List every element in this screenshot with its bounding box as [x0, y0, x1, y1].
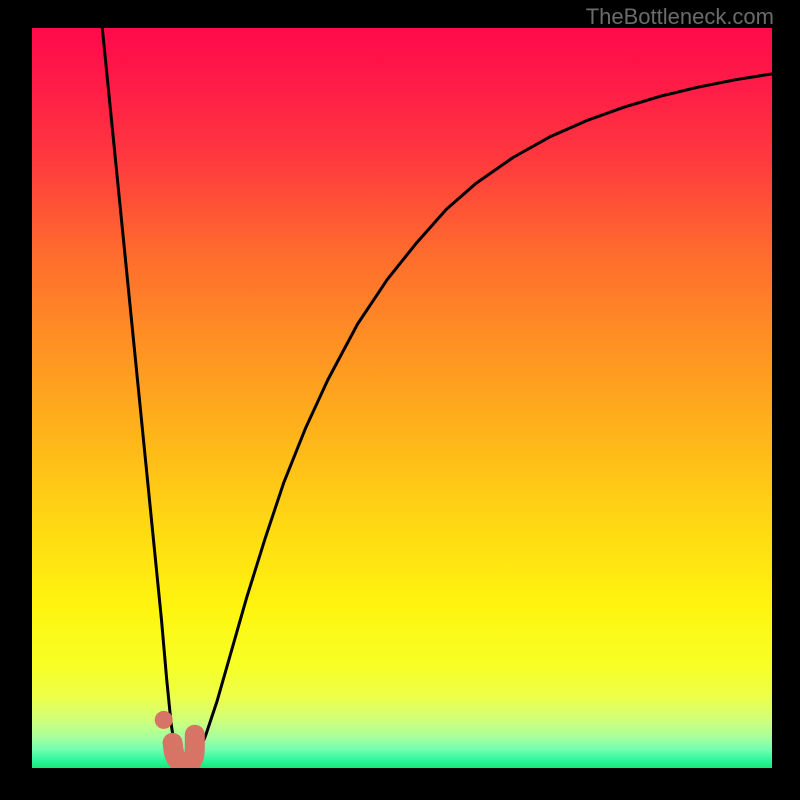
- watermark-text: TheBottleneck.com: [586, 4, 774, 30]
- chart-container: TheBottleneck.com: [0, 0, 800, 800]
- j-marker: [173, 735, 195, 763]
- chart-svg: [0, 0, 800, 800]
- bottleneck-curve: [102, 28, 772, 766]
- j-marker-dot: [155, 711, 173, 729]
